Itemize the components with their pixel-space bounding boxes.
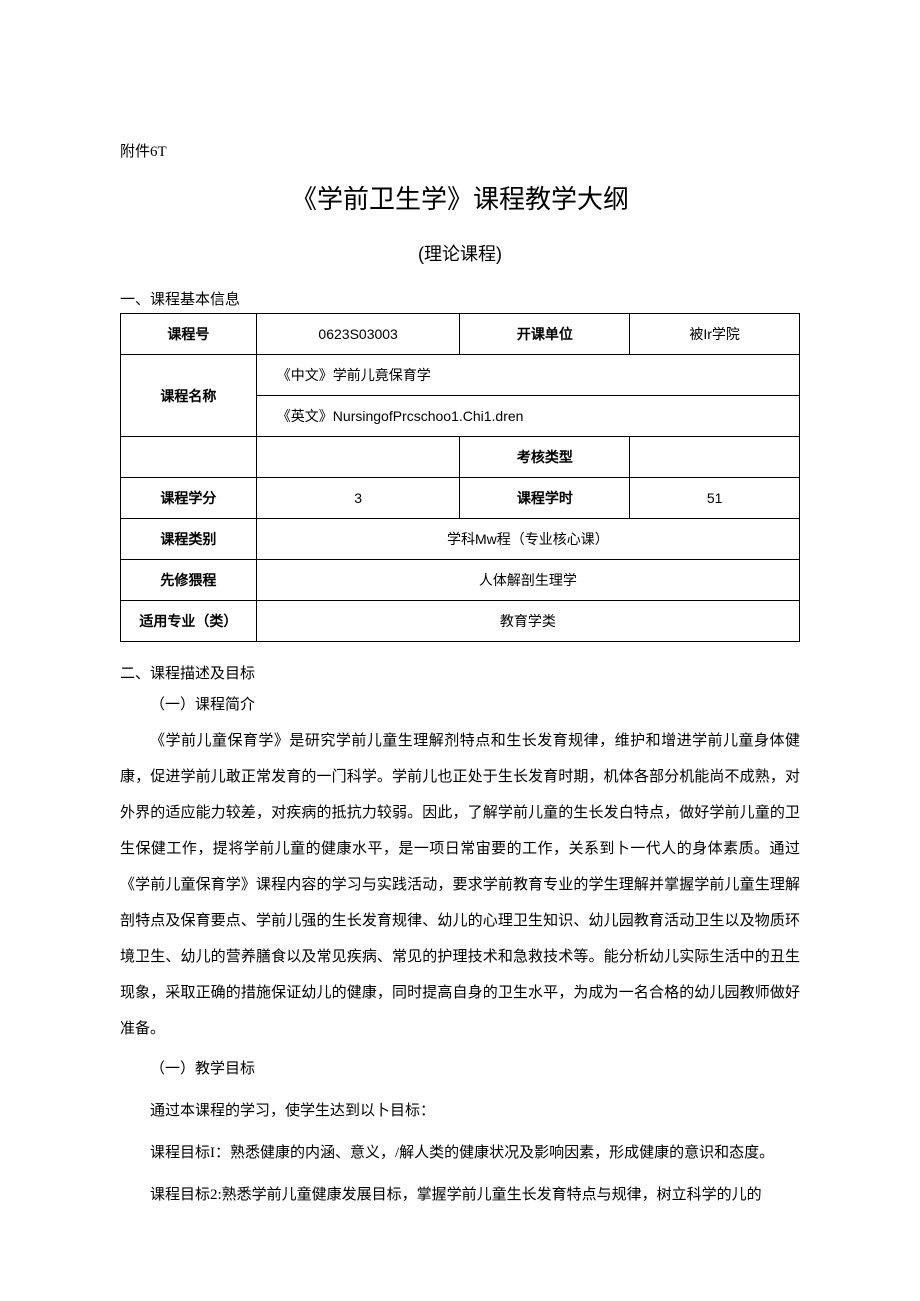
table-row: 适用专业（类） 教育学类	[121, 601, 800, 642]
table-row: 课程类别 学科Mw程（专业核心课）	[121, 519, 800, 560]
course-name-label: 课程名称	[121, 355, 257, 437]
goals-intro: 通过本课程的学习，使学生达到以卜目标：	[120, 1093, 800, 1129]
course-name-en: 《英文》NursingofPrcschoo1.Chi1.dren	[256, 396, 799, 437]
attachment-label: 附件6T	[120, 140, 800, 161]
main-title: 《学前卫生学》课程教学大纲	[120, 179, 800, 216]
empty-cell-3	[630, 437, 800, 478]
subtitle: (理论课程)	[120, 240, 800, 266]
table-row: 课程学分 3 课程学时 51	[121, 478, 800, 519]
intro-paragraph: 《学前儿童保育学》是研究学前儿童生理解剂特点和生长发育规律，维护和增进学前儿童身…	[120, 723, 800, 1047]
hours-value: 51	[630, 478, 800, 519]
assessment-type-label: 考核类型	[460, 437, 630, 478]
course-name-cn: 《中文》学前儿竟保育学	[256, 355, 799, 396]
course-code-label: 课程号	[121, 314, 257, 355]
prereq-value: 人体解剖生理学	[256, 560, 799, 601]
hours-label: 课程学时	[460, 478, 630, 519]
goal-1: 课程目标I：熟悉健康的内涵、意义，/解人类的健康状况及影响因素，形成健康的意识和…	[120, 1135, 800, 1171]
category-value: 学科Mw程（专业核心课）	[256, 519, 799, 560]
credits-label: 课程学分	[121, 478, 257, 519]
major-label: 适用专业（类）	[121, 601, 257, 642]
major-value: 教育学类	[256, 601, 799, 642]
offering-unit-value: 被Ir学院	[630, 314, 800, 355]
empty-cell-2	[256, 437, 460, 478]
sub-heading-goals: （一）教学目标	[120, 1051, 800, 1087]
table-row: 先修猥程 人体解剖生理学	[121, 560, 800, 601]
offering-unit-label: 开课单位	[460, 314, 630, 355]
goal-2: 课程目标2:熟悉学前儿童健康发展目标，掌握学前儿童生长发育特点与规律，树立科学的…	[120, 1177, 800, 1213]
table-row: 考核类型	[121, 437, 800, 478]
category-label: 课程类别	[121, 519, 257, 560]
sub-heading-intro: （一）课程简介	[120, 687, 800, 723]
table-row: 课程号 0623S03003 开课单位 被Ir学院	[121, 314, 800, 355]
section2-heading: 二、课程描述及目标	[120, 662, 800, 683]
credits-value: 3	[256, 478, 460, 519]
course-code-value: 0623S03003	[256, 314, 460, 355]
empty-cell-1	[121, 437, 257, 478]
section1-heading: 一、课程基本信息	[120, 288, 800, 309]
table-row: 课程名称 《中文》学前儿竟保育学	[121, 355, 800, 396]
course-info-table: 课程号 0623S03003 开课单位 被Ir学院 课程名称 《中文》学前儿竟保…	[120, 313, 800, 642]
prereq-label: 先修猥程	[121, 560, 257, 601]
